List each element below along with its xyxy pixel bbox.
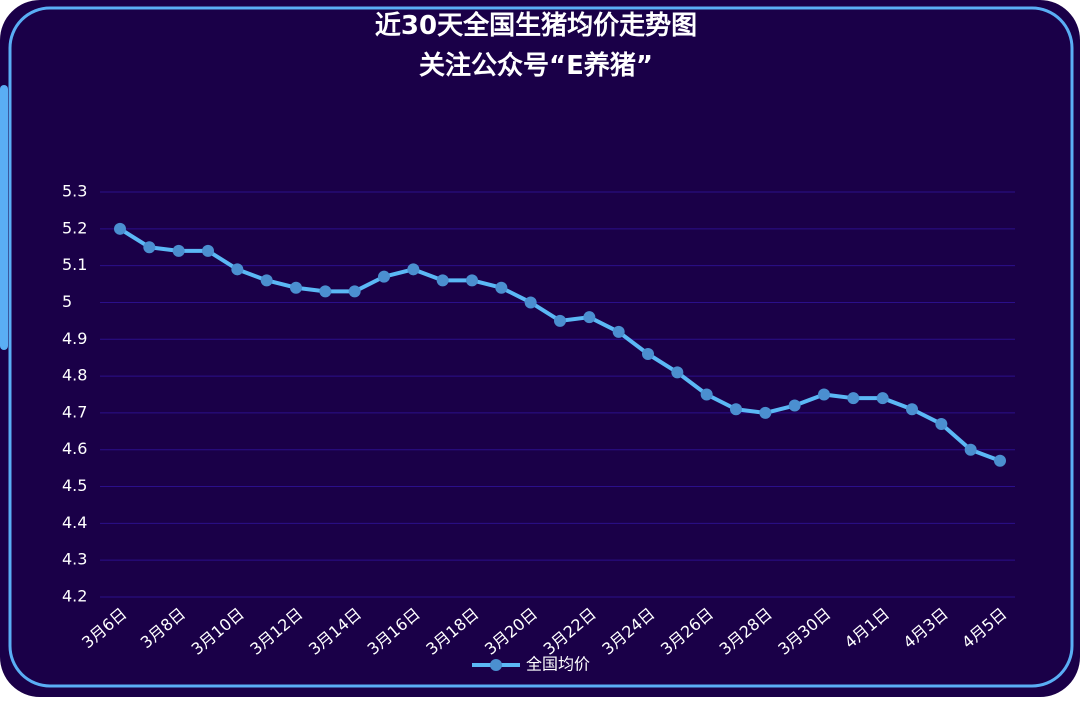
y-tick-label: 4.4 <box>62 513 87 532</box>
frame <box>8 6 1074 688</box>
y-tick-label: 4.9 <box>62 329 87 348</box>
point <box>290 281 302 294</box>
legend-label: 全国均价 <box>526 655 590 674</box>
chart-title: 近30天全国生猪均价走势图 <box>375 10 697 41</box>
point <box>847 392 860 405</box>
chart-subtitle: 关注公众号“E养猪” <box>419 50 653 81</box>
point <box>700 388 713 401</box>
point <box>876 392 889 405</box>
point <box>436 274 449 287</box>
y-tick-label: 5.1 <box>62 255 87 274</box>
point <box>407 263 420 276</box>
point <box>524 296 537 309</box>
point <box>642 348 654 360</box>
y-tick-label: 4.8 <box>62 366 87 385</box>
y-tick-label: 4.5 <box>62 476 87 495</box>
point <box>319 285 332 298</box>
point <box>935 417 948 430</box>
point <box>906 403 918 416</box>
y-tick-label: 5.2 <box>62 218 87 237</box>
point <box>231 263 244 276</box>
point <box>114 222 126 235</box>
y-tick-label: 5 <box>62 292 72 311</box>
frame-accent <box>0 85 8 350</box>
point <box>671 366 684 379</box>
point <box>466 274 478 287</box>
point <box>172 244 185 257</box>
point <box>260 274 273 287</box>
y-tick-label: 4.7 <box>62 402 87 421</box>
point <box>964 443 977 456</box>
point <box>759 406 772 419</box>
point <box>788 399 801 412</box>
y-tick-label: 5.3 <box>62 182 87 201</box>
point <box>730 403 742 416</box>
y-tick-label: 4.6 <box>62 439 87 458</box>
point <box>495 281 508 294</box>
point <box>994 454 1006 467</box>
point <box>143 241 156 254</box>
y-tick-label: 4.2 <box>62 587 87 606</box>
point <box>612 325 625 338</box>
legend-marker <box>490 659 502 671</box>
point <box>818 388 830 401</box>
point <box>583 311 596 324</box>
point <box>202 244 214 257</box>
point <box>348 285 361 298</box>
plot <box>114 222 1006 467</box>
y-tick-label: 4.3 <box>62 550 87 569</box>
point <box>378 270 390 283</box>
point <box>554 314 566 327</box>
